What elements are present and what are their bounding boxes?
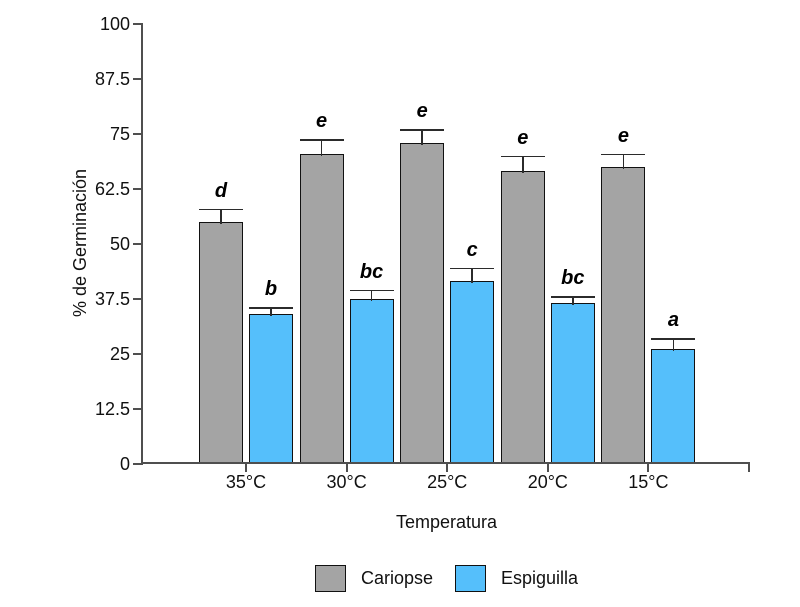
bar-espiguilla-3 xyxy=(450,281,495,464)
bar-espiguilla-1 xyxy=(249,314,293,464)
significance-letter: bc xyxy=(561,267,585,290)
error-bar-cap xyxy=(199,208,243,211)
error-bar-line xyxy=(220,208,222,224)
legend-swatch-espiguilla xyxy=(455,564,486,592)
error-bar-line xyxy=(471,267,473,284)
x-tick xyxy=(546,463,549,472)
bar-cariopse-2 xyxy=(299,153,344,464)
x-axis-line xyxy=(141,462,750,464)
y-tick xyxy=(133,462,143,465)
legend-swatch-cariopse xyxy=(314,564,346,592)
legend-label-cariopse: Cariopse xyxy=(360,567,433,588)
x-tick-label: 20°C xyxy=(527,472,568,492)
x-tick xyxy=(245,463,247,472)
significance-letter: c xyxy=(466,238,478,261)
y-tick xyxy=(133,132,143,135)
error-bar-line xyxy=(270,307,272,317)
significance-letter: e xyxy=(617,124,629,147)
bar-cariopse-3 xyxy=(400,142,445,464)
bar-espiguilla-5 xyxy=(651,349,696,464)
error-bar-cap xyxy=(500,155,545,158)
error-bar-cap xyxy=(601,153,646,156)
bar-espiguilla-4 xyxy=(550,303,595,464)
x-axis-title: Temperatura xyxy=(395,512,498,532)
error-bar-cap xyxy=(400,129,445,131)
x-tick-label: 30°C xyxy=(326,472,367,492)
y-tick xyxy=(133,407,143,410)
error-bar-cap xyxy=(249,307,293,309)
y-tick-label: 100 xyxy=(99,14,130,34)
significance-letter: e xyxy=(517,126,529,149)
error-bar-line xyxy=(522,155,524,174)
significance-letter: e xyxy=(316,110,328,133)
bar-espiguilla-2 xyxy=(349,298,394,464)
error-bar-line xyxy=(672,338,675,352)
x-axis-end-tick xyxy=(748,463,750,472)
legend-label-espiguilla: Espiguilla xyxy=(501,567,579,588)
bar-cariopse-1 xyxy=(199,221,243,464)
error-bar-cap xyxy=(550,296,595,298)
error-bar-line xyxy=(572,296,574,306)
error-bar-cap xyxy=(450,267,495,270)
error-bar-cap xyxy=(299,139,344,141)
x-tick-label: 15°C xyxy=(628,472,669,492)
error-bar-line xyxy=(421,129,423,145)
y-tick xyxy=(133,77,143,80)
error-bar-cap xyxy=(651,338,696,340)
x-tick-label: 35°C xyxy=(225,472,267,492)
y-tick-label: 25 xyxy=(109,343,130,364)
y-tick-label: 37.5 xyxy=(94,288,130,309)
y-tick-label: 0 xyxy=(119,453,130,474)
y-tick xyxy=(133,297,143,300)
x-tick xyxy=(647,463,650,472)
x-axis-title-row: Temperatura xyxy=(143,512,750,533)
significance-letter: bc xyxy=(359,260,384,283)
y-tick xyxy=(133,23,143,25)
y-tick xyxy=(133,352,143,355)
y-tick-label: 87.5 xyxy=(94,68,130,89)
error-bar-line xyxy=(622,153,625,169)
x-tick-label: 25°C xyxy=(427,472,468,492)
y-tick-label: 62.5 xyxy=(94,178,130,199)
bar-cariopse-5 xyxy=(601,166,646,464)
error-bar-line xyxy=(320,139,323,156)
error-bar-cap xyxy=(349,289,394,292)
y-tick xyxy=(133,242,143,245)
legend-item-espiguilla: Espiguilla xyxy=(455,564,579,592)
significance-letter: b xyxy=(264,278,278,301)
legend-item-cariopse: Cariopse xyxy=(314,564,433,592)
y-tick-label: 75 xyxy=(109,123,130,144)
y-tick-label: 12.5 xyxy=(94,398,130,419)
y-tick-label: 50 xyxy=(109,233,130,254)
x-tick xyxy=(345,463,348,472)
significance-letter: a xyxy=(667,309,679,332)
legend: Cariopse Espiguilla xyxy=(143,563,750,593)
y-tick xyxy=(133,187,143,190)
error-bar-line xyxy=(370,289,373,301)
bar-cariopse-4 xyxy=(500,171,545,464)
significance-letter: d xyxy=(214,179,228,202)
x-tick xyxy=(446,463,449,472)
significance-letter: e xyxy=(416,100,428,123)
